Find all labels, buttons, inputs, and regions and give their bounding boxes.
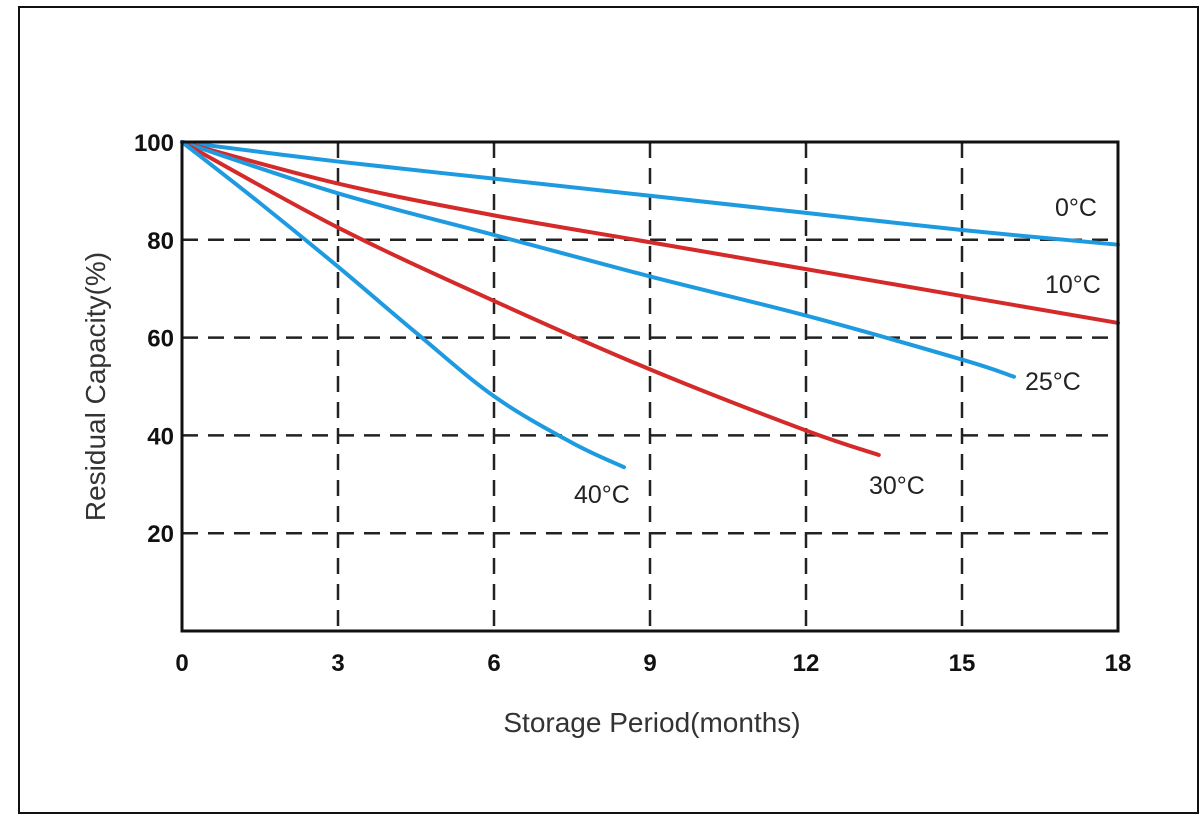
series-line (180, 140, 1120, 247)
y-tick-label: 40 (147, 423, 174, 450)
plot-area-border (180, 140, 1120, 633)
x-tick-label: 18 (1105, 650, 1132, 677)
tick-labels: 0 3 6 9 12 15 18 20 40 60 80 100 (134, 130, 1131, 677)
y-tick-label: 80 (147, 228, 174, 255)
series-line (180, 140, 626, 470)
x-axis-title: Storage Period(months) (503, 707, 800, 738)
x-tick-label: 0 (175, 650, 188, 677)
series-labels: 0°C 10°C 25°C 30°C 40°C (574, 194, 1101, 509)
series-line (180, 140, 881, 457)
y-axis-title: Residual Capacity(%) (80, 252, 111, 521)
y-tick-label: 100 (134, 130, 174, 157)
series-label: 0°C (1055, 194, 1097, 222)
series-lines (180, 140, 1120, 470)
series-line (180, 140, 1120, 325)
y-tick-label: 60 (147, 326, 174, 353)
x-tick-label: 12 (793, 650, 820, 677)
grid-lines (182, 142, 1118, 631)
series-label: 10°C (1045, 271, 1101, 299)
series-label: 25°C (1025, 368, 1081, 396)
series-label: 30°C (869, 472, 925, 500)
x-tick-label: 3 (331, 650, 344, 677)
series-line (180, 140, 1016, 379)
series-label: 40°C (574, 481, 630, 509)
x-tick-label: 6 (487, 650, 500, 677)
y-tick-label: 20 (147, 521, 174, 548)
x-tick-label: 15 (949, 650, 976, 677)
x-tick-label: 9 (643, 650, 656, 677)
